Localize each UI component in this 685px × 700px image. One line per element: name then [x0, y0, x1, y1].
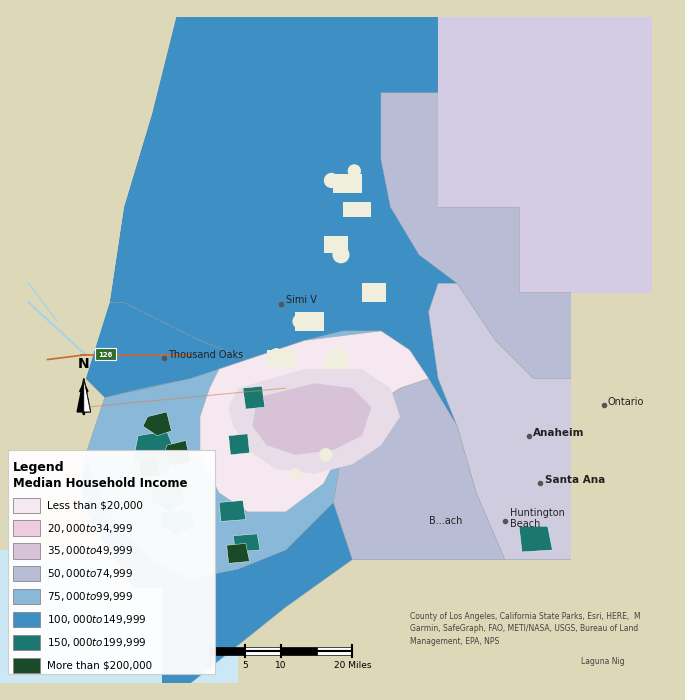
Text: $35,000 to $49,999: $35,000 to $49,999: [47, 545, 133, 557]
Text: $100,000 to $149,999: $100,000 to $149,999: [47, 613, 146, 626]
Text: $150,000 to $199,999: $150,000 to $199,999: [47, 636, 146, 649]
Circle shape: [348, 164, 361, 178]
Bar: [13, 498, 40, 513]
Polygon shape: [86, 302, 248, 398]
Bar: [316, 648, 352, 654]
Text: Laguna Nig: Laguna Nig: [581, 657, 625, 666]
Polygon shape: [86, 331, 429, 579]
Polygon shape: [252, 384, 371, 455]
Text: Median Household Income: Median Household Income: [13, 477, 188, 490]
Polygon shape: [200, 331, 429, 512]
Polygon shape: [143, 412, 171, 435]
Polygon shape: [0, 569, 238, 683]
Bar: [13, 635, 40, 650]
Bar: [13, 543, 40, 559]
Text: 10: 10: [275, 661, 287, 669]
Polygon shape: [324, 236, 348, 253]
Bar: [8, 450, 215, 674]
Bar: [13, 612, 40, 627]
Polygon shape: [160, 510, 195, 536]
Polygon shape: [234, 534, 260, 552]
Polygon shape: [334, 379, 505, 559]
Text: More than $200,000: More than $200,000: [47, 660, 152, 671]
Polygon shape: [151, 482, 186, 512]
Polygon shape: [164, 440, 190, 466]
Polygon shape: [324, 355, 348, 369]
Text: $75,000 to $99,999: $75,000 to $99,999: [47, 590, 133, 603]
Text: N: N: [78, 357, 90, 371]
Text: B...ach: B...ach: [429, 517, 462, 526]
Polygon shape: [352, 559, 652, 683]
Polygon shape: [243, 386, 265, 409]
Polygon shape: [571, 293, 652, 683]
Text: $20,000 to $34,999: $20,000 to $34,999: [47, 522, 133, 535]
Text: County of Los Angeles, California State Parks, Esri, HERE,  M: County of Los Angeles, California State …: [410, 612, 640, 621]
Polygon shape: [0, 550, 114, 588]
Circle shape: [269, 348, 283, 361]
Polygon shape: [227, 543, 249, 564]
Circle shape: [290, 468, 301, 480]
Text: 5: 5: [242, 661, 248, 669]
Polygon shape: [77, 379, 90, 412]
Text: Management, EPA, NPS: Management, EPA, NPS: [410, 637, 499, 645]
Polygon shape: [76, 17, 571, 683]
Polygon shape: [362, 284, 386, 302]
Text: 20 Miles: 20 Miles: [334, 661, 371, 669]
Polygon shape: [229, 434, 249, 455]
Polygon shape: [0, 17, 176, 683]
Bar: [13, 521, 40, 536]
Text: $50,000 to $74,999: $50,000 to $74,999: [47, 567, 133, 580]
Polygon shape: [438, 17, 652, 293]
Bar: [95, 348, 116, 360]
Polygon shape: [519, 17, 652, 207]
Text: Less than $20,000: Less than $20,000: [47, 500, 142, 510]
Polygon shape: [334, 174, 362, 192]
Polygon shape: [0, 17, 152, 550]
Text: Huntington
Beach: Huntington Beach: [510, 508, 564, 529]
Text: Thousand Oaks: Thousand Oaks: [168, 350, 243, 360]
Text: 0: 0: [207, 661, 212, 669]
Polygon shape: [343, 202, 371, 217]
Polygon shape: [266, 350, 295, 367]
Polygon shape: [571, 293, 652, 683]
Text: 126: 126: [99, 352, 113, 358]
Polygon shape: [134, 431, 176, 474]
Text: Legend: Legend: [13, 461, 65, 475]
Text: Garmin, SafeGraph, FAO, METI/NASA, USGS, Bureau of Land: Garmin, SafeGraph, FAO, METI/NASA, USGS,…: [410, 624, 638, 634]
Bar: [281, 648, 316, 654]
Bar: [210, 648, 245, 654]
Polygon shape: [84, 379, 90, 412]
Polygon shape: [429, 284, 571, 559]
Bar: [13, 566, 40, 582]
Polygon shape: [0, 17, 652, 683]
Circle shape: [324, 173, 339, 188]
Polygon shape: [381, 93, 571, 379]
Circle shape: [330, 347, 346, 363]
Polygon shape: [0, 588, 162, 683]
Bar: [13, 657, 40, 673]
Bar: [13, 589, 40, 604]
Circle shape: [319, 448, 332, 461]
Polygon shape: [295, 312, 324, 331]
Polygon shape: [352, 559, 652, 683]
Bar: [245, 648, 281, 654]
Circle shape: [332, 246, 349, 263]
Polygon shape: [138, 456, 160, 477]
Polygon shape: [219, 500, 246, 522]
Polygon shape: [229, 369, 400, 474]
Text: Anaheim: Anaheim: [534, 428, 585, 438]
Text: Ontario: Ontario: [608, 398, 644, 407]
Polygon shape: [438, 17, 652, 207]
Circle shape: [292, 314, 308, 329]
Text: Santa Ana: Santa Ana: [545, 475, 605, 486]
Polygon shape: [519, 526, 552, 552]
Polygon shape: [0, 17, 176, 683]
Text: Simi V: Simi V: [286, 295, 316, 305]
